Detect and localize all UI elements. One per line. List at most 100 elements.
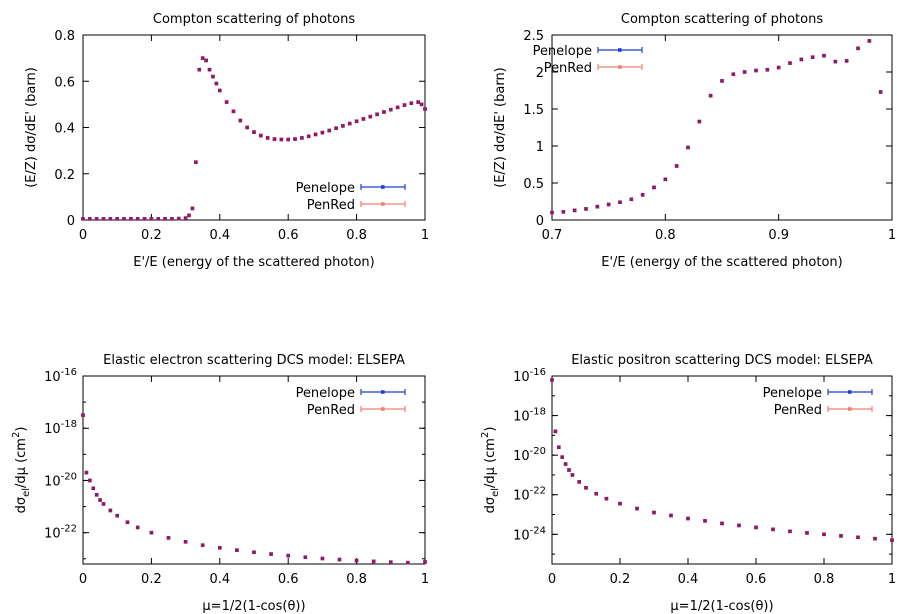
legend: Penelope PenRed xyxy=(763,386,873,418)
y-tick-label: 10-22 xyxy=(44,524,77,542)
penelope-point xyxy=(265,136,270,140)
x-tick-label: 1 xyxy=(421,572,429,587)
penelope-point xyxy=(94,217,99,221)
penelope-point xyxy=(190,206,195,211)
penelope-point xyxy=(81,413,85,417)
penelope-point xyxy=(272,137,277,141)
x-tick-label: 0.2 xyxy=(610,572,631,587)
penelope-point xyxy=(211,74,215,79)
penelope-point xyxy=(584,486,588,490)
penelope-point xyxy=(235,548,239,552)
penelope-point xyxy=(810,55,815,59)
plot-frame xyxy=(82,375,426,565)
penelope-point xyxy=(423,560,427,564)
penelope-point xyxy=(245,125,249,130)
penelope-point xyxy=(799,57,804,62)
legend-marker xyxy=(848,407,852,411)
penelope-point xyxy=(663,177,668,182)
positron-elastic-chart: 0 0.2 0.4 0.6 0.8 1 10-16 10-18 10-20 10-22 10-24 E… xyxy=(480,353,896,614)
penelope-point xyxy=(94,493,99,497)
penelope-point xyxy=(303,555,308,560)
legend-label: Penelope xyxy=(533,44,592,59)
penelope-point xyxy=(293,137,297,141)
x-tick-label: 0.2 xyxy=(141,572,162,587)
y-tick-label: 1 xyxy=(536,140,544,155)
penelope-point xyxy=(88,478,92,483)
penelope-point xyxy=(395,105,400,110)
penelope-point xyxy=(125,520,130,525)
penelope-point xyxy=(771,527,775,532)
penelope-point xyxy=(731,72,736,77)
penelope-point xyxy=(108,217,113,221)
y-tick-label: 1.5 xyxy=(523,103,544,118)
penelope-point xyxy=(135,525,140,530)
legend-label: Penelope xyxy=(296,181,355,196)
penelope-point xyxy=(595,204,600,209)
penelope-point xyxy=(788,61,792,65)
x-tick-label: 0 xyxy=(79,572,87,587)
penelope-point xyxy=(149,530,154,535)
penelope-point xyxy=(354,558,359,563)
y-tick-label: 0 xyxy=(67,214,75,229)
x-tick-label: 0.8 xyxy=(814,572,835,587)
penelope-point xyxy=(805,531,809,535)
x-tick-label: 0.8 xyxy=(346,572,367,587)
legend-label: PenRed xyxy=(307,403,355,418)
penelope-point xyxy=(553,429,558,434)
penelope-point xyxy=(320,556,325,561)
penelope-point xyxy=(640,193,645,197)
penelope-point xyxy=(354,119,359,124)
penelope-point xyxy=(218,88,222,93)
x-tick-label: 0.8 xyxy=(655,228,676,243)
penelope-point xyxy=(286,553,290,558)
legend-label: Penelope xyxy=(763,386,822,401)
penelope-point xyxy=(347,121,352,126)
legend: Penelope PenRed xyxy=(296,386,406,418)
penelope-point xyxy=(313,132,318,137)
penelope-point xyxy=(708,93,713,98)
penelope-point xyxy=(822,532,826,537)
penelope-point xyxy=(402,103,407,107)
y-tick-label: 10-20 xyxy=(44,471,77,489)
y-tick-label: 0.8 xyxy=(54,29,75,44)
x-tick-label: 0.6 xyxy=(278,228,299,243)
x-tick-label: 0.6 xyxy=(746,572,767,587)
penelope-point xyxy=(629,197,634,202)
penelope-point xyxy=(606,202,611,207)
penelope-point xyxy=(389,107,393,112)
penelope-point xyxy=(419,102,424,107)
legend-marker xyxy=(618,48,622,52)
penelope-point xyxy=(844,59,849,63)
penelope-point xyxy=(207,67,212,72)
legend-marker xyxy=(381,407,385,411)
penelope-point xyxy=(382,110,386,114)
penelope-point xyxy=(224,100,229,104)
penelope-point xyxy=(669,513,673,518)
penelope-point xyxy=(327,128,332,133)
penelope-point xyxy=(423,107,427,111)
x-tick-label: 0 xyxy=(79,228,87,243)
penelope-point xyxy=(300,136,304,140)
penelope-point xyxy=(557,445,561,450)
penelope-point xyxy=(371,559,376,564)
data-points xyxy=(81,413,427,565)
penelope-point xyxy=(231,109,236,114)
penelope-point xyxy=(156,217,161,221)
penelope-point xyxy=(129,217,133,221)
penelope-point xyxy=(166,536,171,540)
penelope-point xyxy=(238,118,243,123)
x-tick-label: 1 xyxy=(421,228,429,243)
penelope-point xyxy=(765,67,770,72)
y-tick-label: 2.5 xyxy=(523,29,544,44)
plot-frame xyxy=(551,34,893,221)
x-axis-label: μ=1/2(1-cos(θ)) xyxy=(670,599,773,614)
penelope-point xyxy=(776,65,781,70)
penelope-point xyxy=(286,137,290,142)
penelope-point xyxy=(878,90,883,94)
penelope-point xyxy=(873,536,877,541)
penelope-point xyxy=(187,213,191,218)
y-tick-label: 0.5 xyxy=(523,177,544,192)
penelope-point xyxy=(720,521,724,526)
penelope-point xyxy=(91,486,96,491)
penelope-point xyxy=(389,560,393,564)
